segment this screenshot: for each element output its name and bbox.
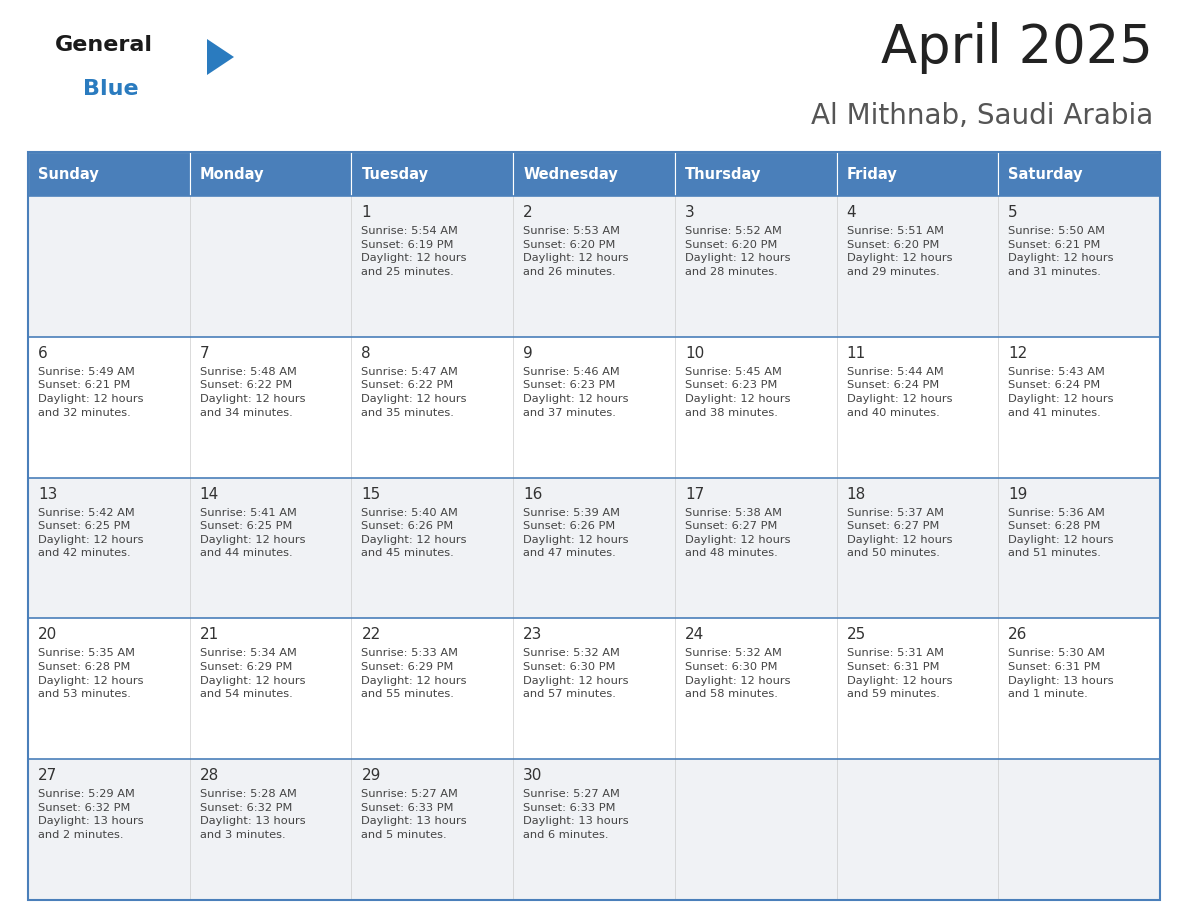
Text: 10: 10	[684, 346, 704, 361]
Text: Sunrise: 5:33 AM
Sunset: 6:29 PM
Daylight: 12 hours
and 55 minutes.: Sunrise: 5:33 AM Sunset: 6:29 PM Dayligh…	[361, 648, 467, 700]
Text: 3: 3	[684, 205, 695, 220]
Text: Sunrise: 5:39 AM
Sunset: 6:26 PM
Daylight: 12 hours
and 47 minutes.: Sunrise: 5:39 AM Sunset: 6:26 PM Dayligh…	[523, 508, 628, 558]
Text: April 2025: April 2025	[881, 22, 1154, 74]
Text: Sunrise: 5:52 AM
Sunset: 6:20 PM
Daylight: 12 hours
and 28 minutes.: Sunrise: 5:52 AM Sunset: 6:20 PM Dayligh…	[684, 226, 790, 277]
Text: 13: 13	[38, 487, 57, 501]
Text: 23: 23	[523, 627, 543, 643]
Text: 27: 27	[38, 768, 57, 783]
Bar	[29, 152, 1159, 900]
Text: Sunrise: 5:47 AM
Sunset: 6:22 PM
Daylight: 12 hours
and 35 minutes.: Sunrise: 5:47 AM Sunset: 6:22 PM Dayligh…	[361, 367, 467, 418]
Text: 21: 21	[200, 627, 219, 643]
Text: Thursday: Thursday	[684, 166, 762, 182]
Text: Sunrise: 5:42 AM
Sunset: 6:25 PM
Daylight: 12 hours
and 42 minutes.: Sunrise: 5:42 AM Sunset: 6:25 PM Dayligh…	[38, 508, 144, 558]
Polygon shape	[207, 39, 234, 75]
Text: Sunrise: 5:28 AM
Sunset: 6:32 PM
Daylight: 13 hours
and 3 minutes.: Sunrise: 5:28 AM Sunset: 6:32 PM Dayligh…	[200, 789, 305, 840]
Text: Sunrise: 5:46 AM
Sunset: 6:23 PM
Daylight: 12 hours
and 37 minutes.: Sunrise: 5:46 AM Sunset: 6:23 PM Dayligh…	[523, 367, 628, 418]
Text: 15: 15	[361, 487, 380, 501]
Text: Sunrise: 5:44 AM
Sunset: 6:24 PM
Daylight: 12 hours
and 40 minutes.: Sunrise: 5:44 AM Sunset: 6:24 PM Dayligh…	[847, 367, 952, 418]
Bar	[513, 152, 675, 196]
Text: Sunrise: 5:54 AM
Sunset: 6:19 PM
Daylight: 12 hours
and 25 minutes.: Sunrise: 5:54 AM Sunset: 6:19 PM Dayligh…	[361, 226, 467, 277]
Text: Sunrise: 5:30 AM
Sunset: 6:31 PM
Daylight: 13 hours
and 1 minute.: Sunrise: 5:30 AM Sunset: 6:31 PM Dayligh…	[1009, 648, 1114, 700]
Text: 18: 18	[847, 487, 866, 501]
Text: Sunrise: 5:50 AM
Sunset: 6:21 PM
Daylight: 12 hours
and 31 minutes.: Sunrise: 5:50 AM Sunset: 6:21 PM Dayligh…	[1009, 226, 1114, 277]
Text: Sunrise: 5:31 AM
Sunset: 6:31 PM
Daylight: 12 hours
and 59 minutes.: Sunrise: 5:31 AM Sunset: 6:31 PM Dayligh…	[847, 648, 952, 700]
Text: Sunday: Sunday	[38, 166, 99, 182]
Text: Sunrise: 5:34 AM
Sunset: 6:29 PM
Daylight: 12 hours
and 54 minutes.: Sunrise: 5:34 AM Sunset: 6:29 PM Dayligh…	[200, 648, 305, 700]
Text: Sunrise: 5:49 AM
Sunset: 6:21 PM
Daylight: 12 hours
and 32 minutes.: Sunrise: 5:49 AM Sunset: 6:21 PM Dayligh…	[38, 367, 144, 418]
Text: Sunrise: 5:37 AM
Sunset: 6:27 PM
Daylight: 12 hours
and 50 minutes.: Sunrise: 5:37 AM Sunset: 6:27 PM Dayligh…	[847, 508, 952, 558]
Text: 2: 2	[523, 205, 532, 220]
Bar	[836, 152, 998, 196]
Text: 4: 4	[847, 205, 857, 220]
Text: 9: 9	[523, 346, 533, 361]
Text: Wednesday: Wednesday	[523, 166, 618, 182]
Text: 5: 5	[1009, 205, 1018, 220]
Text: 17: 17	[684, 487, 704, 501]
Bar	[190, 152, 352, 196]
Text: General: General	[55, 35, 153, 55]
Text: Sunrise: 5:35 AM
Sunset: 6:28 PM
Daylight: 12 hours
and 53 minutes.: Sunrise: 5:35 AM Sunset: 6:28 PM Dayligh…	[38, 648, 144, 700]
Text: Sunrise: 5:27 AM
Sunset: 6:33 PM
Daylight: 13 hours
and 6 minutes.: Sunrise: 5:27 AM Sunset: 6:33 PM Dayligh…	[523, 789, 628, 840]
Text: Sunrise: 5:32 AM
Sunset: 6:30 PM
Daylight: 12 hours
and 58 minutes.: Sunrise: 5:32 AM Sunset: 6:30 PM Dayligh…	[684, 648, 790, 700]
Text: Blue: Blue	[83, 79, 139, 99]
Text: 11: 11	[847, 346, 866, 361]
Text: 6: 6	[38, 346, 48, 361]
Text: Monday: Monday	[200, 166, 264, 182]
Text: 24: 24	[684, 627, 704, 643]
Text: Sunrise: 5:36 AM
Sunset: 6:28 PM
Daylight: 12 hours
and 51 minutes.: Sunrise: 5:36 AM Sunset: 6:28 PM Dayligh…	[1009, 508, 1114, 558]
Bar	[29, 337, 1159, 477]
Text: Sunrise: 5:40 AM
Sunset: 6:26 PM
Daylight: 12 hours
and 45 minutes.: Sunrise: 5:40 AM Sunset: 6:26 PM Dayligh…	[361, 508, 467, 558]
Bar	[29, 477, 1159, 619]
Text: 1: 1	[361, 205, 371, 220]
Bar	[29, 619, 1159, 759]
Text: Sunrise: 5:32 AM
Sunset: 6:30 PM
Daylight: 12 hours
and 57 minutes.: Sunrise: 5:32 AM Sunset: 6:30 PM Dayligh…	[523, 648, 628, 700]
Text: Sunrise: 5:48 AM
Sunset: 6:22 PM
Daylight: 12 hours
and 34 minutes.: Sunrise: 5:48 AM Sunset: 6:22 PM Dayligh…	[200, 367, 305, 418]
Text: 28: 28	[200, 768, 219, 783]
Text: Al Mithnab, Saudi Arabia: Al Mithnab, Saudi Arabia	[810, 102, 1154, 130]
Text: Sunrise: 5:43 AM
Sunset: 6:24 PM
Daylight: 12 hours
and 41 minutes.: Sunrise: 5:43 AM Sunset: 6:24 PM Dayligh…	[1009, 367, 1114, 418]
Text: 8: 8	[361, 346, 371, 361]
Bar	[998, 152, 1159, 196]
Text: 22: 22	[361, 627, 380, 643]
Text: 19: 19	[1009, 487, 1028, 501]
Bar	[29, 152, 190, 196]
Text: 26: 26	[1009, 627, 1028, 643]
Bar	[29, 759, 1159, 900]
Text: 25: 25	[847, 627, 866, 643]
Text: Tuesday: Tuesday	[361, 166, 429, 182]
Text: Sunrise: 5:29 AM
Sunset: 6:32 PM
Daylight: 13 hours
and 2 minutes.: Sunrise: 5:29 AM Sunset: 6:32 PM Dayligh…	[38, 789, 144, 840]
Text: Sunrise: 5:51 AM
Sunset: 6:20 PM
Daylight: 12 hours
and 29 minutes.: Sunrise: 5:51 AM Sunset: 6:20 PM Dayligh…	[847, 226, 952, 277]
Text: 16: 16	[523, 487, 543, 501]
Text: 12: 12	[1009, 346, 1028, 361]
Text: Sunrise: 5:53 AM
Sunset: 6:20 PM
Daylight: 12 hours
and 26 minutes.: Sunrise: 5:53 AM Sunset: 6:20 PM Dayligh…	[523, 226, 628, 277]
Bar	[352, 152, 513, 196]
Text: Sunrise: 5:41 AM
Sunset: 6:25 PM
Daylight: 12 hours
and 44 minutes.: Sunrise: 5:41 AM Sunset: 6:25 PM Dayligh…	[200, 508, 305, 558]
Text: Friday: Friday	[847, 166, 897, 182]
Text: Saturday: Saturday	[1009, 166, 1082, 182]
Text: Sunrise: 5:38 AM
Sunset: 6:27 PM
Daylight: 12 hours
and 48 minutes.: Sunrise: 5:38 AM Sunset: 6:27 PM Dayligh…	[684, 508, 790, 558]
Text: 20: 20	[38, 627, 57, 643]
Text: Sunrise: 5:27 AM
Sunset: 6:33 PM
Daylight: 13 hours
and 5 minutes.: Sunrise: 5:27 AM Sunset: 6:33 PM Dayligh…	[361, 789, 467, 840]
Text: 29: 29	[361, 768, 381, 783]
Text: 14: 14	[200, 487, 219, 501]
Text: Sunrise: 5:45 AM
Sunset: 6:23 PM
Daylight: 12 hours
and 38 minutes.: Sunrise: 5:45 AM Sunset: 6:23 PM Dayligh…	[684, 367, 790, 418]
Text: 7: 7	[200, 346, 209, 361]
Text: 30: 30	[523, 768, 543, 783]
Bar	[675, 152, 836, 196]
Bar	[29, 196, 1159, 337]
